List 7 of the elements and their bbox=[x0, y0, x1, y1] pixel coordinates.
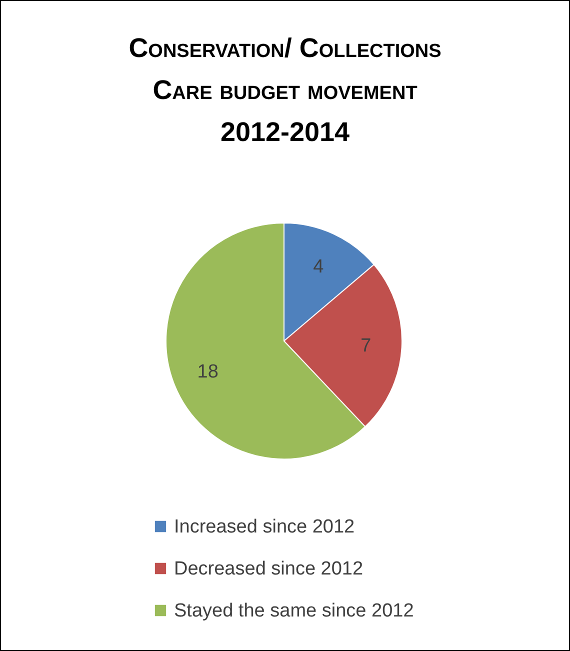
data-label: 4 bbox=[313, 256, 324, 278]
legend-label: Decreased since 2012 bbox=[174, 558, 364, 580]
legend-label: Increased since 2012 bbox=[174, 516, 355, 538]
legend-label: Stayed the same since 2012 bbox=[174, 600, 414, 622]
data-label: 18 bbox=[197, 361, 218, 382]
data-label: 7 bbox=[360, 335, 372, 356]
chart-title: Conservation/ Collections Care budget movement 2012-2014 bbox=[128, 33, 442, 147]
